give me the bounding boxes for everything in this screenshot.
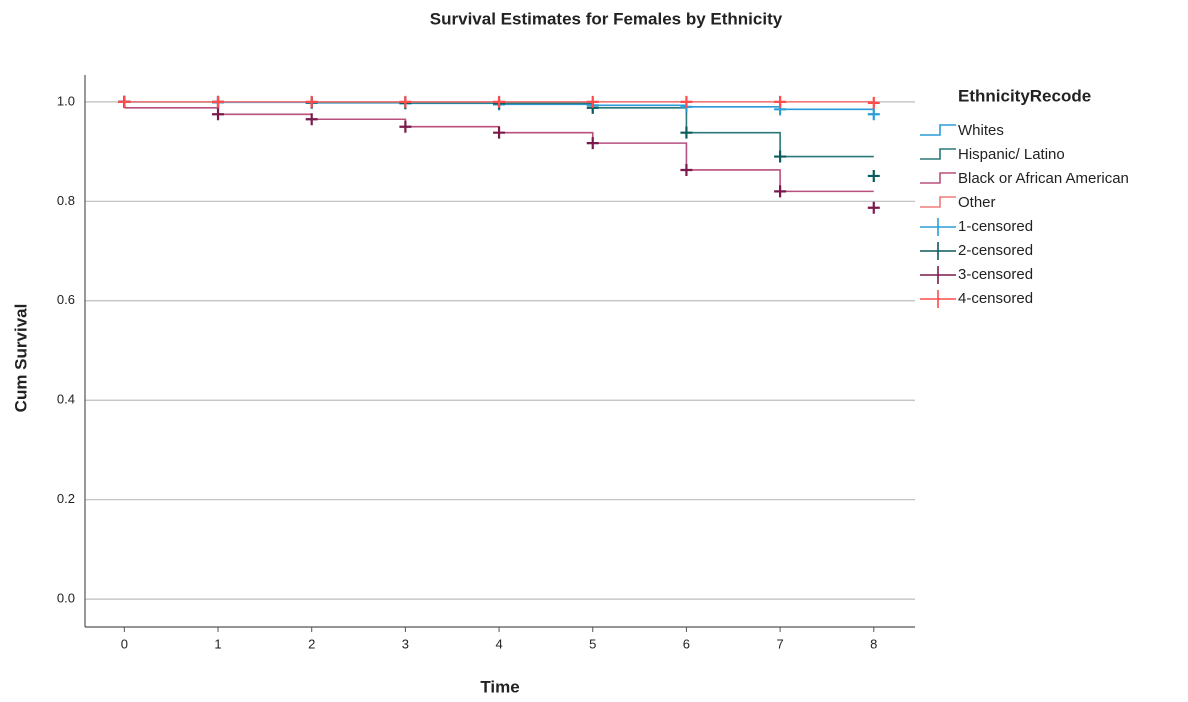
- x-tick-label: 0: [121, 636, 128, 651]
- censored-mark: [212, 95, 225, 108]
- censored-mark: [305, 113, 318, 126]
- legend-label: Other: [958, 194, 996, 211]
- x-axis-label: Time: [480, 677, 519, 696]
- x-tick-label: 8: [870, 636, 877, 651]
- censored-mark: [118, 95, 131, 108]
- y-tick-label: 0.8: [57, 193, 75, 208]
- x-tick-label: 2: [308, 636, 315, 651]
- censored-mark: [774, 95, 787, 108]
- censored-mark: [867, 201, 880, 214]
- x-tick-label: 5: [589, 636, 596, 651]
- y-tick-label: 0.2: [57, 491, 75, 506]
- legend-swatch: [920, 266, 956, 284]
- legend-label: 4-censored: [958, 290, 1033, 307]
- x-tick-label: 1: [214, 636, 221, 651]
- y-tick-label: 0.0: [57, 591, 75, 606]
- survival-line: [124, 101, 875, 103]
- censored-mark: [867, 96, 880, 109]
- legend-swatch: [920, 172, 956, 184]
- chart-title: Survival Estimates for Females by Ethnic…: [430, 9, 783, 28]
- legend-swatch: [920, 196, 956, 208]
- legend-label: 3-censored: [958, 266, 1033, 283]
- y-tick-label: 0.4: [57, 392, 75, 407]
- censored-mark: [774, 185, 787, 198]
- censored-mark: [493, 95, 506, 108]
- legend-swatch: [920, 242, 956, 260]
- censored-mark: [586, 95, 599, 108]
- y-tick-label: 0.6: [57, 292, 75, 307]
- legend-label: 1-censored: [958, 218, 1033, 235]
- legend-swatch: [920, 124, 956, 136]
- legend-swatch: [920, 148, 956, 160]
- legend-swatch: [920, 290, 956, 308]
- y-axis-label: Cum Survival: [11, 304, 30, 413]
- legend-label: Black or African American: [958, 170, 1129, 187]
- x-tick-label: 4: [495, 636, 502, 651]
- censored-mark: [680, 126, 693, 139]
- x-tick-label: 7: [776, 636, 783, 651]
- legend-label: 2-censored: [958, 242, 1033, 259]
- censored-mark: [867, 169, 880, 182]
- y-tick-label: 1.0: [57, 93, 75, 108]
- censored-mark: [680, 95, 693, 108]
- legend-label: Hispanic/ Latino: [958, 146, 1065, 163]
- censored-mark: [212, 108, 225, 121]
- censored-mark: [586, 137, 599, 150]
- censored-mark: [493, 126, 506, 139]
- legend-title: EthnicityRecode: [958, 86, 1091, 105]
- censored-mark: [399, 95, 412, 108]
- legend-swatch: [920, 218, 956, 236]
- x-tick-label: 6: [683, 636, 690, 651]
- censored-mark: [867, 108, 880, 121]
- survival-line: [124, 107, 874, 193]
- censored-mark: [680, 163, 693, 176]
- censored-mark: [305, 95, 318, 108]
- legend-label: Whites: [958, 122, 1004, 139]
- censored-mark: [399, 120, 412, 133]
- censored-mark: [774, 150, 787, 163]
- x-tick-label: 3: [402, 636, 409, 651]
